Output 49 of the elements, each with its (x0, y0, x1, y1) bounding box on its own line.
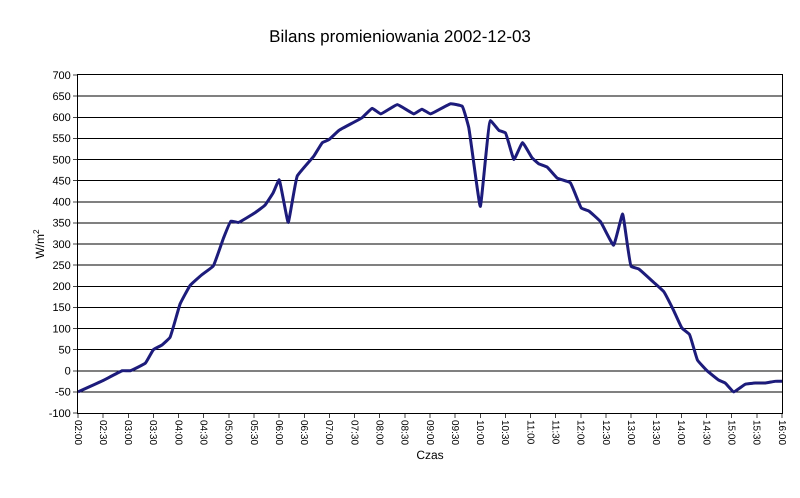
chart-title: Bilans promieniowania 2002-12-03 (269, 26, 531, 46)
line-series (78, 102, 782, 394)
x-tick-label: 02:30 (96, 420, 108, 446)
y-tick-label: -50 (54, 386, 71, 399)
x-tick-label: 10:30 (499, 420, 510, 446)
y-tick-label: 50 (58, 344, 71, 356)
x-tick-label: 04:30 (197, 420, 208, 446)
x-tick-label: 08:30 (398, 420, 410, 446)
y-tick-label: 100 (52, 323, 71, 336)
x-tick-label: 05:30 (248, 420, 259, 446)
y-tick-label: 250 (52, 260, 71, 272)
x-tick-label: 03:30 (147, 420, 158, 446)
x-tick-label: 14:00 (675, 420, 686, 446)
x-tick-label: 07:00 (323, 420, 334, 446)
y-tick-label: 550 (52, 133, 71, 146)
x-tick-label: 06:00 (272, 420, 284, 446)
x-tick-label: 09:30 (448, 420, 460, 446)
x-tick-label: 08:00 (373, 420, 384, 446)
x-tick-label: 12:30 (600, 420, 611, 446)
x-tick-label: 02:00 (72, 420, 83, 446)
x-tick-label: 10:00 (474, 420, 486, 446)
x-tick-label: 03:00 (122, 420, 134, 446)
y-tick-label: 0 (64, 366, 71, 378)
y-tick-label: 200 (52, 281, 71, 294)
x-tick-label: 04:00 (172, 420, 184, 446)
x-tick-label: 16:00 (776, 420, 787, 446)
x-tick-label: 05:00 (222, 420, 234, 446)
x-tick-label: 13:30 (650, 420, 662, 446)
x-tick-label: 09:00 (424, 420, 435, 446)
y-tick-label: -100 (48, 408, 71, 420)
y-tick-label: 300 (52, 238, 71, 251)
y-tick-label: 600 (52, 112, 71, 124)
x-axis-title: Czas (416, 448, 444, 462)
x-tick-label: 11:00 (524, 420, 536, 445)
x-tick-label: 11:30 (549, 420, 560, 445)
y-tick-label: 400 (52, 196, 71, 209)
y-tick-label: 500 (52, 154, 71, 166)
x-tick-label: 15:30 (750, 420, 762, 446)
y-tick-label: 650 (52, 90, 71, 103)
x-tick-label: 12:00 (574, 420, 586, 446)
x-tick-label: 14:30 (700, 420, 712, 446)
x-tick-label: 13:00 (624, 420, 636, 446)
y-tick-label: 700 (52, 70, 71, 82)
x-tick-label: 06:30 (298, 420, 310, 446)
x-tick-label: 07:30 (348, 420, 360, 446)
y-tick-label: 150 (52, 302, 71, 314)
y-tick-label: 450 (52, 175, 71, 188)
x-tick-label: 15:00 (725, 420, 736, 446)
y-tick-label: 350 (52, 218, 71, 230)
